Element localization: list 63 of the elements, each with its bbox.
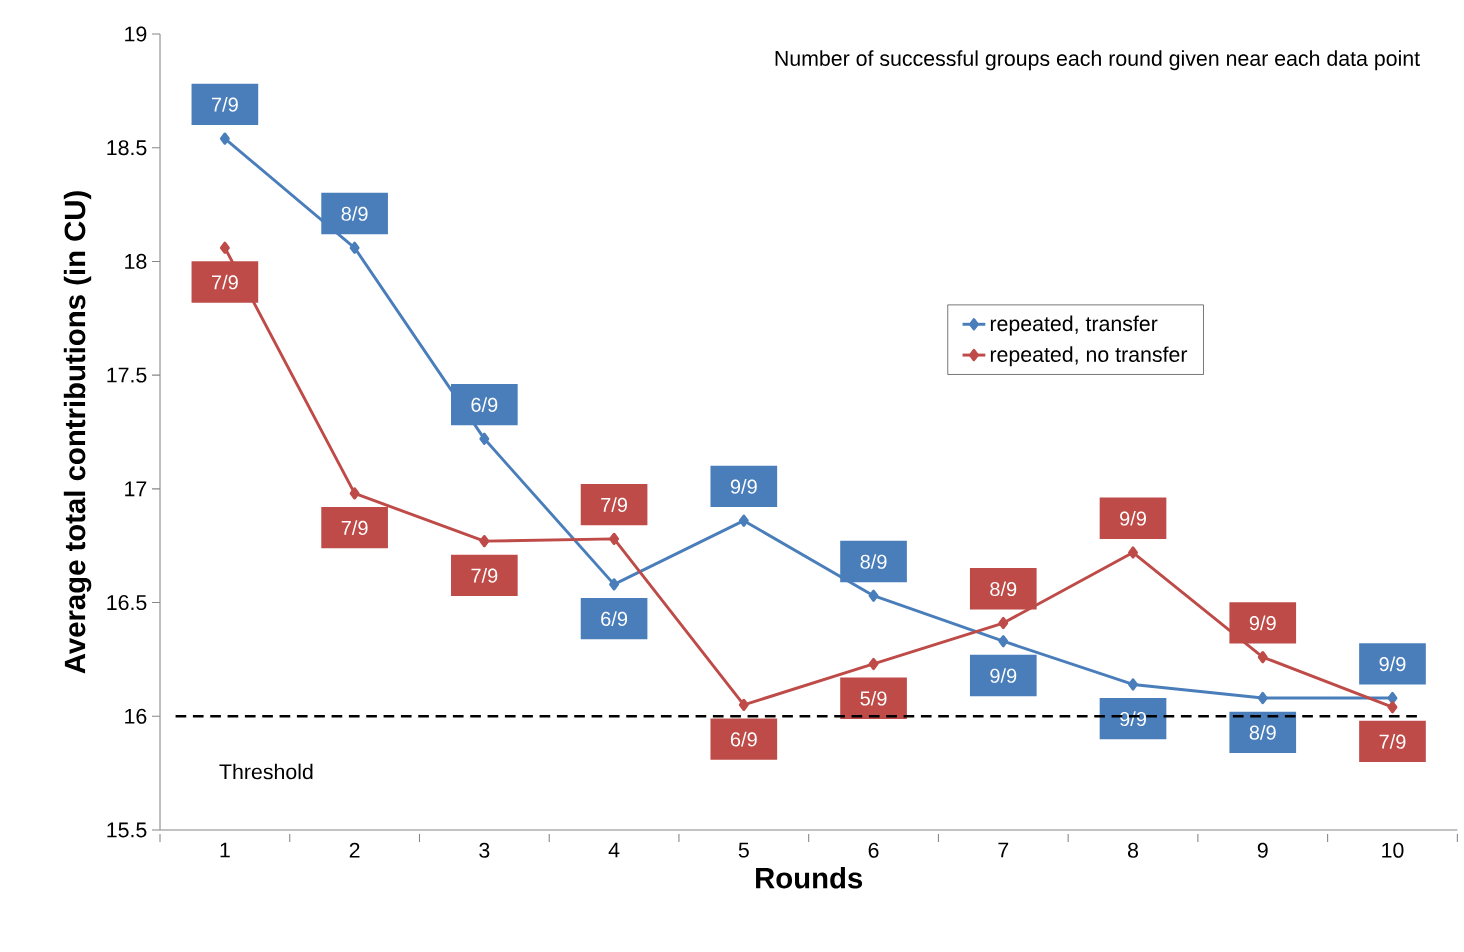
data-label: 7/9	[212, 274, 238, 290]
point	[1128, 678, 1138, 691]
data-label: 7/9	[1379, 734, 1406, 749]
data-label: 6/9	[471, 397, 498, 412]
data-label: 6/9	[601, 611, 628, 626]
y-tick-label: 17	[125, 481, 147, 497]
point	[868, 657, 879, 671]
y-tick-label: 18	[125, 253, 147, 269]
point	[219, 132, 230, 145]
x-tick-label: 5	[738, 842, 749, 858]
x-tick-label: 8	[1128, 842, 1139, 858]
y-tick-label: 16	[125, 708, 147, 724]
point	[479, 432, 490, 445]
data-label: 9/9	[1379, 656, 1406, 672]
x-tick-label: 6	[868, 842, 879, 858]
point	[738, 514, 749, 527]
y-tick-label: 17.5	[107, 367, 147, 383]
point	[349, 241, 360, 254]
y-tick-label: 18.5	[107, 140, 147, 156]
annotation: Number of successful groups each round given near each data point	[775, 50, 1420, 71]
point	[609, 532, 620, 546]
x-tick-label: 10	[1382, 842, 1404, 858]
point	[1387, 701, 1398, 714]
x-tick-label: 9	[1257, 842, 1268, 858]
data-label: 9/9	[1120, 510, 1146, 526]
x-axis-title: Rounds	[756, 866, 863, 889]
point	[1257, 651, 1268, 664]
point	[998, 635, 1009, 648]
data-label: 5/9	[860, 690, 887, 706]
point	[609, 578, 620, 591]
y-tick-label: 19	[125, 26, 147, 42]
data-label: 8/9	[990, 581, 1017, 597]
data-label: 6/9	[730, 731, 757, 747]
data-label: 9/9	[730, 479, 757, 494]
data-label: 8/9	[860, 554, 887, 569]
data-label: 7/9	[471, 568, 498, 583]
data-label: 7/9	[212, 97, 238, 112]
point	[479, 535, 490, 548]
x-tick-label: 7	[998, 842, 1009, 858]
y-axis-title: Average total contributions (in CU)	[63, 191, 92, 674]
x-tick-label: 2	[349, 842, 360, 858]
x-tick-label: 3	[479, 842, 490, 858]
point	[1128, 546, 1138, 559]
point	[738, 698, 749, 712]
data-label: 7/9	[341, 520, 368, 535]
x-tick-label: 4	[608, 842, 620, 858]
data-label: 9/9	[1249, 615, 1276, 631]
legend-label: repeated, transfer	[990, 315, 1158, 336]
data-label: 9/9	[990, 668, 1017, 683]
point	[998, 616, 1009, 630]
point	[1387, 691, 1398, 705]
point	[1257, 691, 1268, 705]
point	[868, 589, 879, 602]
x-tick-label: 1	[220, 842, 230, 858]
legend-label: repeated, no transfer	[990, 346, 1188, 367]
y-tick-label: 15.5	[107, 822, 147, 838]
data-label: 8/9	[1249, 725, 1276, 740]
data-label: 8/9	[341, 206, 368, 221]
data-label: 7/9	[601, 497, 628, 512]
point	[219, 241, 230, 254]
y-tick-label: 16.5	[107, 595, 147, 611]
point	[349, 487, 360, 500]
ref-line-label: Threshold	[219, 763, 313, 780]
